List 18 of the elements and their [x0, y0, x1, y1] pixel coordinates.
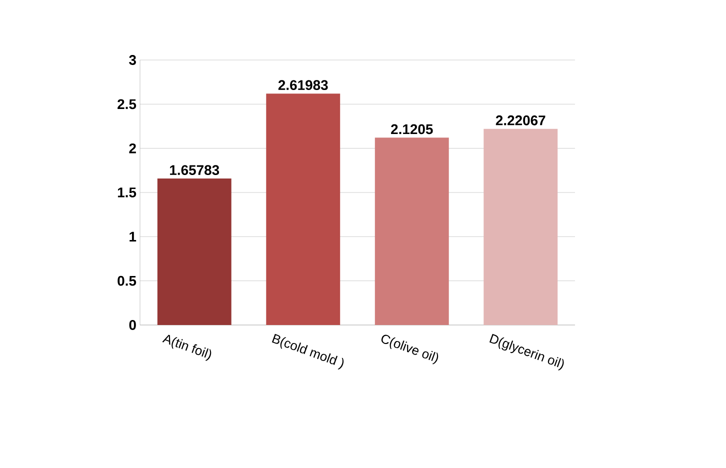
y-tick-label: 1.5	[118, 188, 136, 198]
bar	[157, 178, 232, 325]
y-tick-label: 0	[129, 320, 136, 330]
data-label: 2.1205	[391, 124, 433, 134]
y-tick-label: 2.5	[118, 99, 136, 110]
data-label: 1.65783	[170, 165, 220, 176]
x-tick-label: A(tin foil)	[162, 334, 212, 361]
y-tick-label: 3	[129, 55, 136, 65]
data-label: 2.61983	[278, 80, 328, 90]
bar	[374, 138, 449, 325]
bar	[266, 94, 340, 325]
x-tick-label: C(olive oil)	[381, 334, 438, 364]
y-tick-label: 0.5	[118, 276, 136, 286]
y-tick-label: 2	[129, 143, 136, 154]
data-label: 2.22067	[496, 115, 546, 126]
y-tick-label: 1	[130, 232, 136, 242]
bar	[484, 128, 558, 325]
x-tick-label: B(cold mold )	[272, 334, 344, 370]
